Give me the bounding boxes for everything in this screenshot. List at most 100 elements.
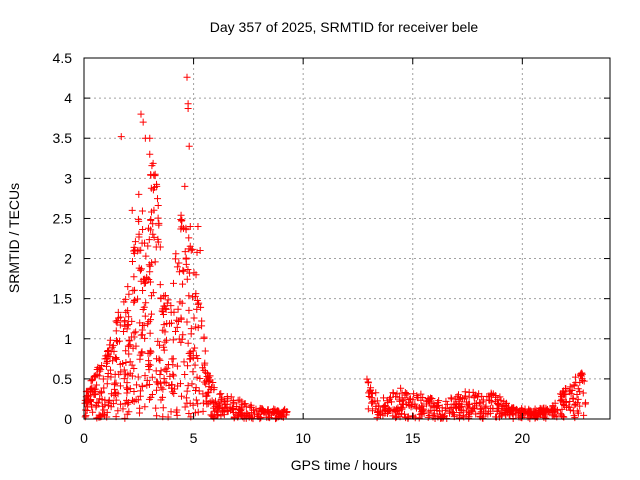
data-point <box>191 292 199 300</box>
data-point <box>138 265 146 273</box>
data-point <box>170 308 178 316</box>
data-point <box>463 408 471 416</box>
data-point <box>111 354 119 362</box>
data-point <box>185 142 193 150</box>
data-point <box>182 254 190 262</box>
data-point <box>424 413 432 421</box>
data-point <box>237 411 245 419</box>
data-point <box>148 391 156 399</box>
data-point <box>146 150 154 158</box>
data-point <box>188 380 196 388</box>
data-point <box>194 400 202 408</box>
data-point <box>559 398 567 406</box>
data-point <box>576 402 584 410</box>
data-point <box>148 162 156 170</box>
data-point <box>113 355 121 363</box>
data-point <box>147 310 155 318</box>
data-point <box>146 278 154 286</box>
data-point <box>179 280 187 288</box>
data-point <box>170 389 178 397</box>
data-point <box>573 407 581 415</box>
data-point <box>130 365 138 373</box>
data-point <box>167 302 175 310</box>
data-point <box>90 373 98 381</box>
data-point <box>89 408 97 416</box>
data-point <box>213 411 221 419</box>
data-point <box>402 414 410 422</box>
data-point <box>122 347 130 355</box>
data-point <box>153 386 161 394</box>
data-point <box>476 398 484 406</box>
data-point <box>161 338 169 346</box>
data-point <box>105 396 113 404</box>
data-point <box>103 408 111 416</box>
data-point <box>146 262 154 270</box>
data-point <box>144 242 152 250</box>
data-point <box>128 396 136 404</box>
data-point <box>88 403 96 411</box>
data-point <box>424 396 432 404</box>
data-point <box>405 395 413 403</box>
data-point <box>123 384 131 392</box>
data-point <box>417 390 425 398</box>
data-point <box>457 394 465 402</box>
data-point <box>223 393 231 401</box>
data-point <box>106 366 114 374</box>
data-point <box>133 381 141 389</box>
data-point <box>114 390 122 398</box>
data-point <box>183 387 191 395</box>
data-point <box>569 395 577 403</box>
data-point <box>111 379 119 387</box>
data-point <box>462 392 470 400</box>
data-point <box>105 402 113 410</box>
data-point <box>229 406 237 414</box>
data-point <box>185 350 193 358</box>
data-point <box>125 337 133 345</box>
data-point <box>220 411 228 419</box>
data-point <box>510 405 518 413</box>
data-point <box>511 406 519 414</box>
data-point <box>147 226 155 234</box>
data-point <box>184 105 192 113</box>
data-point <box>169 361 177 369</box>
data-point <box>129 287 137 295</box>
data-point <box>123 325 131 333</box>
data-point <box>194 408 202 416</box>
data-point <box>509 410 517 418</box>
data-point <box>183 318 191 326</box>
data-point <box>138 349 146 357</box>
data-point <box>128 361 136 369</box>
data-point <box>498 412 506 420</box>
data-point <box>125 313 133 321</box>
data-point <box>99 375 107 383</box>
data-point <box>212 397 220 405</box>
data-point <box>570 401 578 409</box>
data-point <box>112 354 120 362</box>
data-point <box>197 303 205 311</box>
data-point <box>126 385 134 393</box>
data-point <box>533 411 541 419</box>
data-point <box>171 255 179 263</box>
data-point <box>241 400 249 408</box>
data-point <box>184 339 192 347</box>
data-point <box>112 327 120 335</box>
data-point <box>150 233 158 241</box>
data-point <box>172 327 180 335</box>
data-point <box>479 414 487 422</box>
data-point <box>396 394 404 402</box>
data-point <box>482 402 490 410</box>
data-point <box>103 358 111 366</box>
data-points <box>81 73 590 423</box>
axis-ticks: 0 5 10 15 20 0 0.5 1 1.5 2 2.5 3 3.5 4 4.5 <box>53 50 610 446</box>
data-point <box>130 388 138 396</box>
data-point <box>161 365 169 373</box>
data-point <box>126 341 134 349</box>
data-point <box>154 195 162 203</box>
data-point <box>470 394 478 402</box>
data-point <box>151 172 159 180</box>
data-point <box>541 410 549 418</box>
data-point <box>161 328 169 336</box>
data-point <box>195 299 203 307</box>
data-point <box>542 404 550 412</box>
data-point <box>132 328 140 336</box>
